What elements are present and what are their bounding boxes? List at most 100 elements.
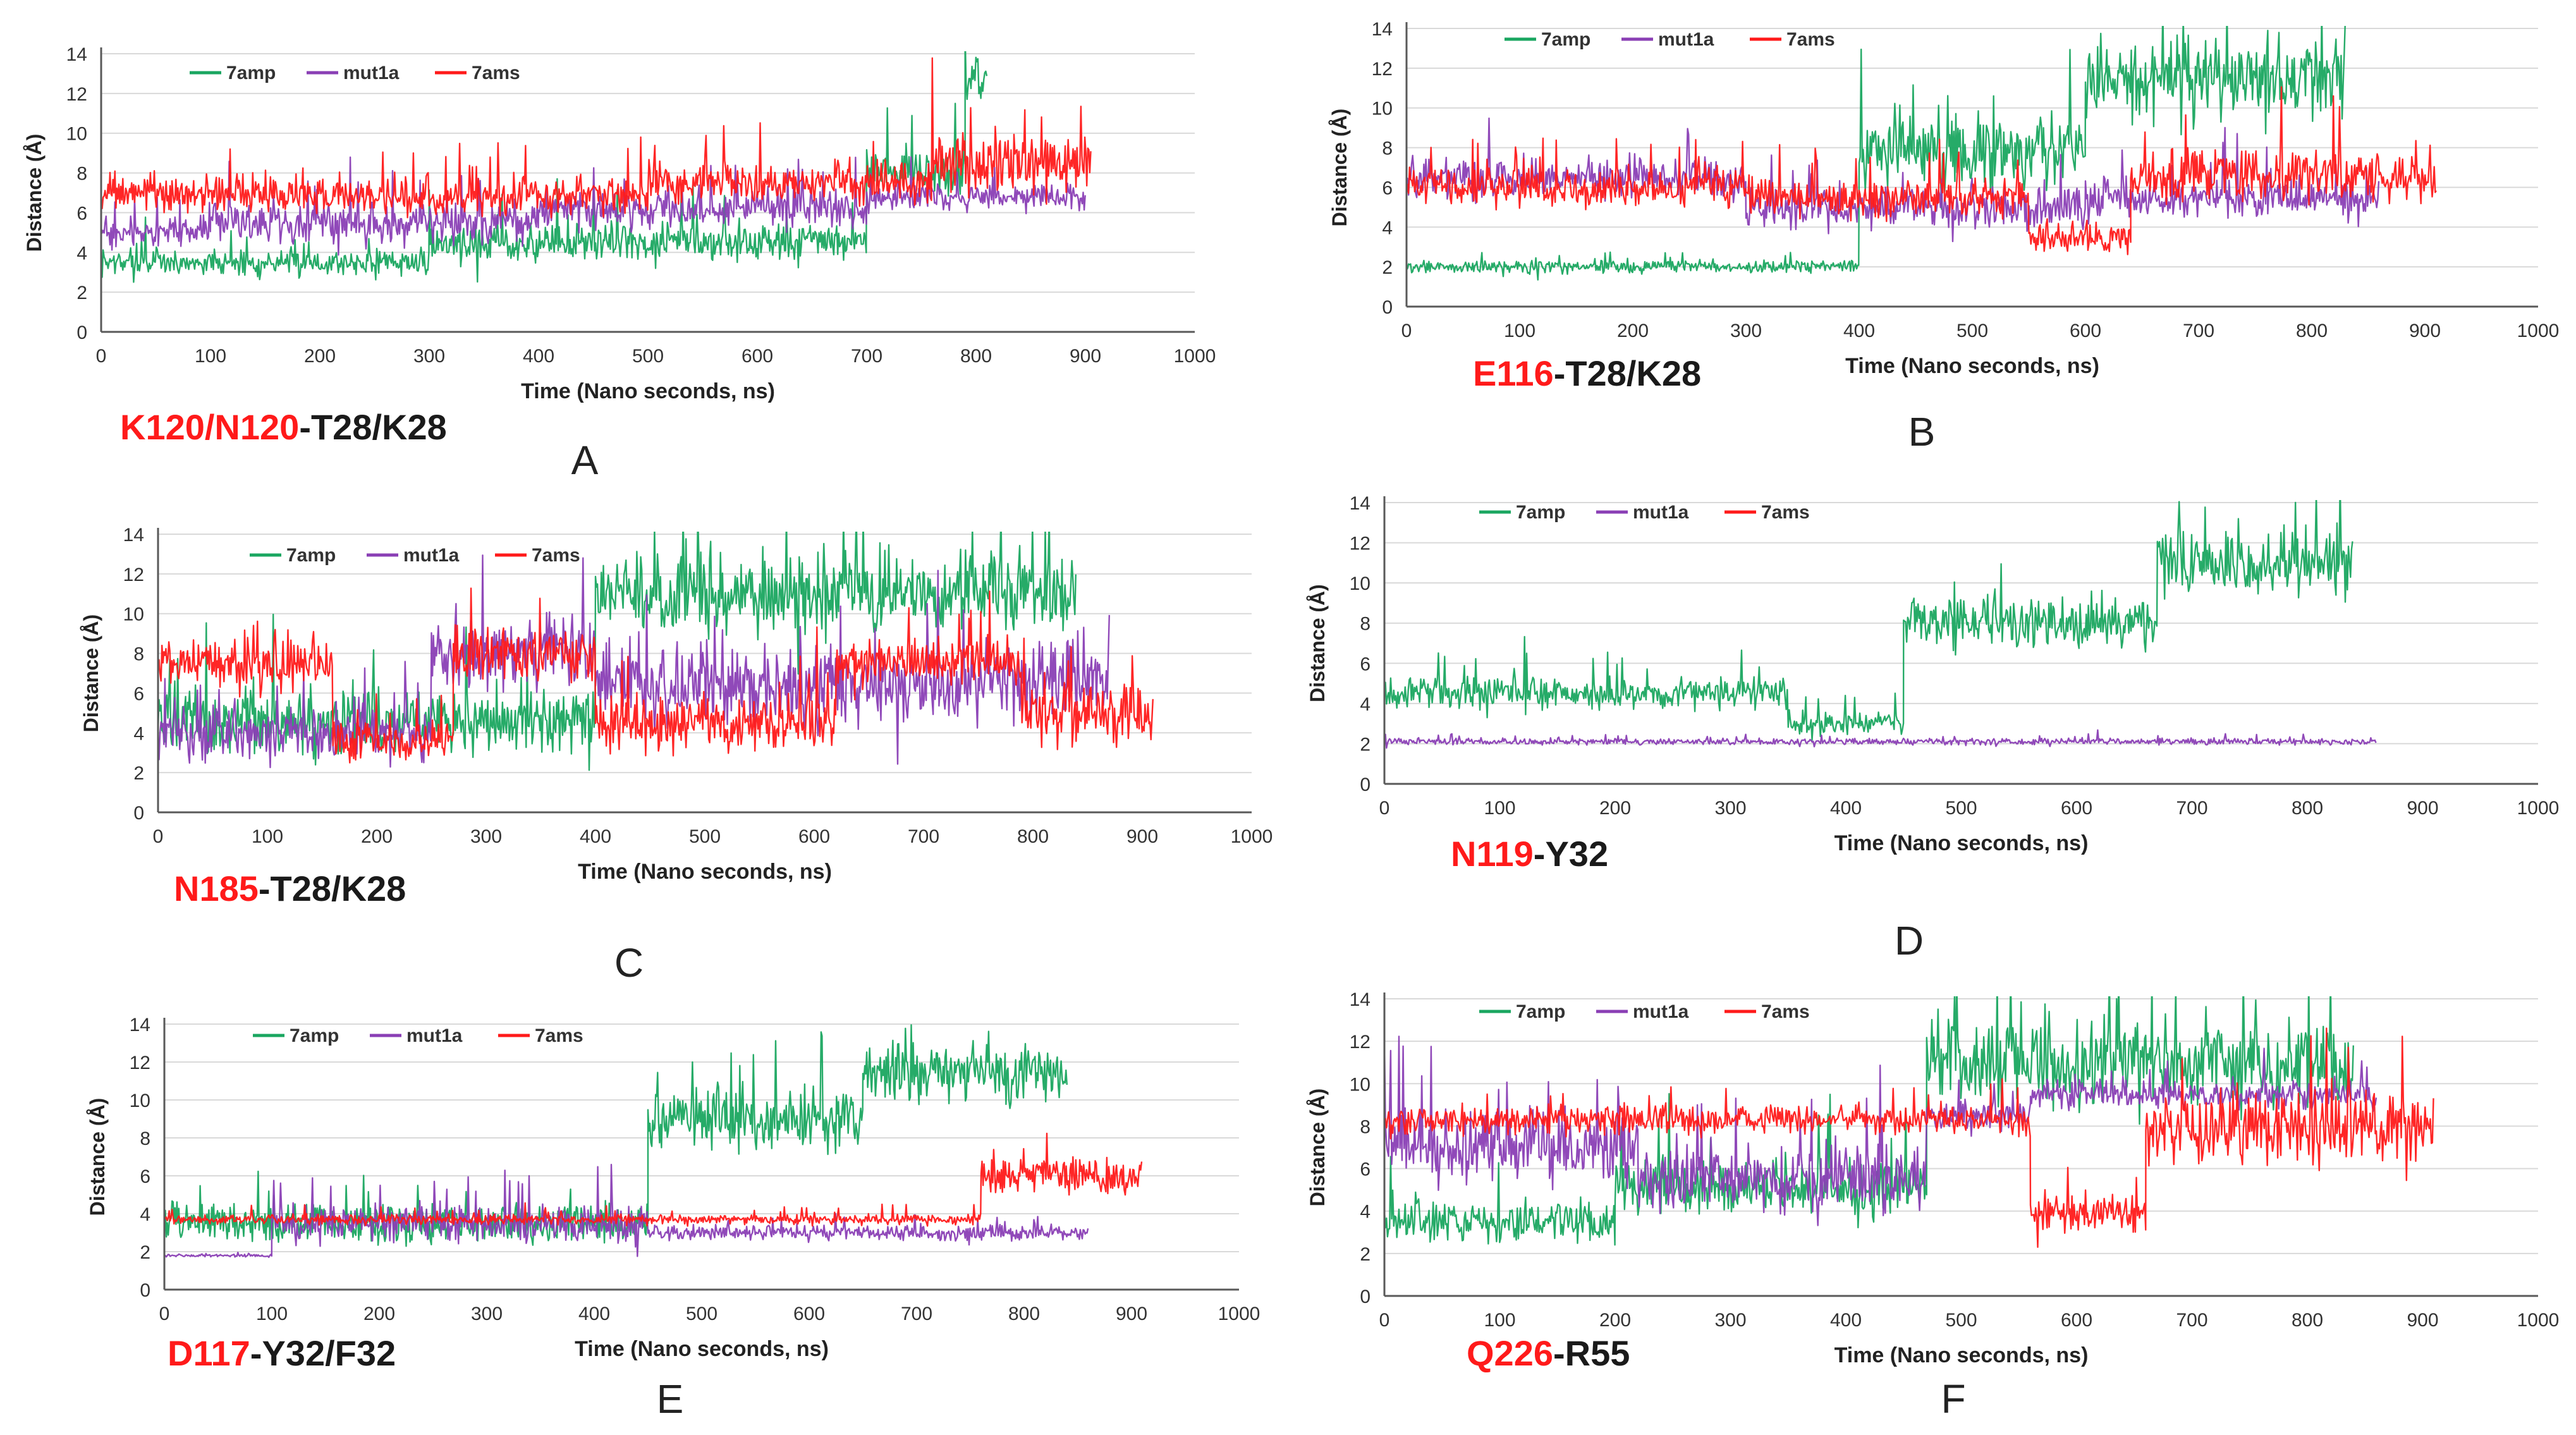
x-tick-label: 100	[1504, 321, 1535, 341]
y-axis-label: Distance (Å)	[1306, 584, 1329, 702]
series-line-7ams	[158, 587, 1154, 764]
x-axis-label: Time (Nano seconds, ns)	[1845, 354, 2099, 378]
x-tick-label: 1000	[2517, 798, 2560, 819]
y-tick-label: 2	[76, 283, 87, 303]
y-tick-label: 6	[1382, 178, 1393, 198]
x-tick-label: 100	[1484, 1310, 1515, 1331]
y-tick-label: 14	[1350, 989, 1370, 1010]
y-tick-label: 12	[123, 565, 144, 585]
x-tick-label: 600	[742, 346, 773, 367]
panel-letter: C	[614, 940, 644, 986]
y-tick-label: 0	[1360, 774, 1370, 795]
panel-title-partner: -R55	[1553, 1333, 1630, 1373]
plot-area	[164, 1024, 1143, 1258]
legend-label-7amp: 7amp	[1516, 1001, 1565, 1022]
y-tick-label: 12	[1350, 1032, 1370, 1053]
x-tick-label: 900	[2407, 1310, 2438, 1331]
x-tick-label: 600	[798, 826, 830, 847]
x-tick-label: 600	[2070, 321, 2101, 341]
x-tick-label: 600	[793, 1304, 825, 1324]
y-tick-label: 12	[1350, 534, 1370, 554]
y-tick-label: 12	[1372, 59, 1393, 80]
y-tick-label: 2	[140, 1242, 150, 1263]
panel-title-partner: -T28/K28	[299, 407, 446, 447]
legend-label-mut1a: mut1a	[1633, 1001, 1689, 1022]
panel-title-residue: E116	[1473, 353, 1554, 393]
series-line-7ams	[164, 1132, 1143, 1227]
panel-title-partner: -Y32/F32	[250, 1333, 396, 1373]
x-tick-label: 200	[361, 826, 393, 847]
y-axis-label: Distance (Å)	[1328, 109, 1351, 227]
panel-title-partner: -T28/K28	[259, 869, 406, 908]
chart-panel-b: 0 2 4 6 8 10 12 14 0 100 200 300 400 500 600 700 800 900 1…	[1328, 19, 2560, 455]
series-line-7amp	[1407, 26, 2346, 281]
y-tick-label: 0	[1360, 1286, 1370, 1307]
x-tick-label: 0	[1401, 321, 1412, 341]
x-tick-label: 200	[1617, 321, 1649, 341]
x-tick-label: 200	[363, 1304, 395, 1324]
x-tick-label: 0	[153, 826, 164, 847]
panel-title: N119-Y32	[1451, 834, 1608, 874]
y-tick-label: 2	[1382, 257, 1393, 278]
chart-panel-a: 0 2 4 6 8 10 12 14 0 100 200 300 400 500 600 700 800 900 1…	[23, 44, 1216, 483]
x-tick-label: 300	[1714, 1310, 1746, 1331]
x-tick-label: 900	[2407, 798, 2438, 819]
legend-label-mut1a: mut1a	[406, 1025, 463, 1046]
y-tick-label: 4	[1360, 694, 1370, 715]
x-tick-label: 400	[1843, 321, 1875, 341]
x-tick-label: 1000	[2517, 321, 2560, 341]
x-tick-label: 500	[686, 1304, 717, 1324]
legend-label-7ams: 7ams	[532, 545, 580, 566]
x-tick-label: 0	[159, 1304, 170, 1324]
legend-label-7amp: 7amp	[290, 1025, 339, 1046]
y-tick-label: 2	[133, 763, 144, 784]
plot-area	[101, 51, 1092, 283]
x-axis-label: Time (Nano seconds, ns)	[1834, 1343, 2089, 1367]
y-axis-label: Distance (Å)	[80, 614, 102, 733]
y-tick-label: 6	[133, 683, 144, 704]
y-tick-label: 8	[76, 164, 87, 185]
legend-label-mut1a: mut1a	[343, 63, 400, 83]
y-axis-label: Distance (Å)	[23, 134, 46, 252]
chart-panel-e: 0 2 4 6 8 10 12 14 0 100 200 300 400 500 600 700 800 900 1…	[86, 1015, 1260, 1422]
y-tick-label: 0	[76, 322, 87, 343]
x-axis-label: Time (Nano seconds, ns)	[521, 379, 775, 403]
y-tick-label: 14	[66, 44, 87, 65]
series-line-7ams	[101, 57, 1092, 219]
x-axis-label: Time (Nano seconds, ns)	[578, 860, 832, 884]
y-tick-label: 14	[1350, 493, 1370, 514]
x-tick-label: 1000	[1174, 346, 1216, 367]
y-tick-label: 14	[1372, 19, 1393, 40]
legend-label-7ams: 7ams	[1761, 502, 1810, 523]
legend-label-7amp: 7amp	[1541, 29, 1590, 50]
y-tick-label: 8	[1382, 138, 1393, 159]
panel-title-partner: -T28/K28	[1554, 353, 1701, 393]
y-tick-label: 4	[133, 723, 144, 744]
y-tick-label: 0	[140, 1280, 150, 1301]
plot-area	[158, 532, 1154, 771]
x-tick-label: 400	[1830, 1310, 1862, 1331]
x-axis-label: Time (Nano seconds, ns)	[1834, 831, 2089, 855]
y-tick-label: 0	[1382, 297, 1393, 318]
x-tick-label: 300	[471, 1304, 503, 1324]
y-tick-label: 10	[1372, 99, 1393, 119]
panel-title: K120/N120-T28/K28	[120, 407, 447, 447]
panel-title-residue: N119	[1451, 834, 1534, 874]
x-tick-label: 800	[1008, 1304, 1040, 1324]
x-tick-label: 1000	[2517, 1310, 2560, 1331]
y-tick-label: 12	[66, 84, 87, 105]
x-tick-label: 500	[1956, 321, 1988, 341]
x-tick-label: 300	[1714, 798, 1746, 819]
plot-area	[1384, 996, 2434, 1248]
x-tick-label: 900	[2409, 321, 2441, 341]
y-axis-label: Distance (Å)	[86, 1098, 109, 1216]
x-tick-label: 800	[2292, 1310, 2323, 1331]
x-tick-label: 700	[901, 1304, 932, 1324]
legend-label-7amp: 7amp	[286, 545, 336, 566]
x-tick-label: 500	[689, 826, 721, 847]
y-tick-label: 8	[1360, 614, 1370, 635]
series-line-7ams	[1407, 86, 2437, 255]
y-tick-label: 4	[140, 1204, 150, 1225]
y-tick-label: 14	[130, 1015, 150, 1035]
legend-label-7amp: 7amp	[1516, 502, 1565, 523]
